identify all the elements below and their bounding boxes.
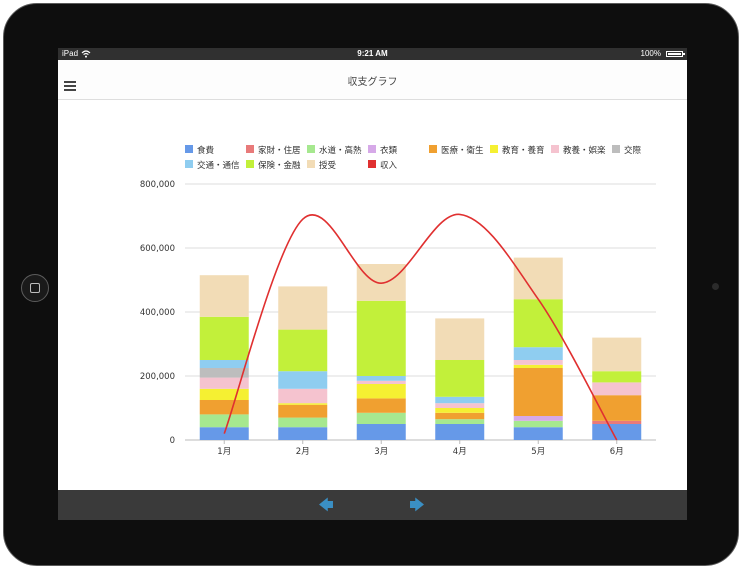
legend-label: 教養・娯楽 — [563, 145, 606, 156]
status-time: 9:21 AM — [357, 49, 388, 58]
bar-segment — [199, 388, 249, 400]
bar-segment — [513, 420, 563, 428]
bar-segment — [356, 412, 406, 424]
legend-swatch — [612, 145, 620, 153]
bar-segment — [435, 424, 485, 440]
bar-segment — [278, 329, 328, 372]
bar-segment — [356, 380, 406, 384]
y-tick-label: 800,000 — [140, 180, 175, 190]
y-tick-label: 600,000 — [140, 244, 175, 254]
legend-label: 家財・住居 — [258, 145, 301, 156]
legend-label: 授受 — [319, 160, 337, 171]
hamburger-menu-icon[interactable] — [64, 81, 76, 91]
legend-swatch — [368, 160, 376, 168]
home-button[interactable] — [21, 274, 49, 302]
bar-segment — [513, 364, 563, 368]
home-square-icon — [30, 283, 40, 293]
legend-label: 収入 — [380, 160, 398, 171]
bar-segment — [278, 403, 328, 405]
legend-label: 交通・通信 — [197, 160, 240, 171]
legend-label: 医療・衛生 — [441, 145, 484, 156]
bar-segment — [592, 382, 642, 396]
bar-segment — [592, 420, 642, 424]
y-tick-label: 0 — [170, 436, 175, 446]
legend-label: 水道・高熱 — [319, 145, 362, 156]
bar-segment — [435, 412, 485, 420]
wifi-icon — [81, 50, 91, 58]
bar-segment — [278, 371, 328, 389]
bar-segment — [435, 318, 485, 360]
bar-segment — [435, 419, 485, 424]
nav-bar: 収支グラフ — [58, 60, 687, 100]
legend-swatch — [307, 160, 315, 168]
legend-swatch — [368, 145, 376, 153]
bar-segment — [199, 275, 249, 317]
bar-segment — [592, 337, 642, 372]
x-tick-label: 6月 — [610, 447, 624, 457]
bar-segment — [278, 404, 328, 418]
x-tick-label: 1月 — [217, 447, 231, 457]
bar-segment — [199, 400, 249, 415]
camera-dot — [712, 283, 719, 290]
bar-segment — [592, 371, 642, 383]
bar-segment — [199, 360, 249, 368]
bar-segment — [199, 368, 249, 378]
page-title: 収支グラフ — [347, 77, 398, 88]
bar-segment — [592, 424, 642, 440]
device-name: iPad — [62, 49, 79, 58]
bar-segment — [513, 347, 563, 360]
x-tick-label: 3月 — [374, 447, 388, 457]
legend-label: 交際 — [624, 145, 642, 156]
bar-segment — [356, 376, 406, 381]
legend-swatch — [185, 160, 193, 168]
bar-segment — [513, 427, 563, 440]
bar-segment — [513, 416, 563, 421]
status-bar: iPad 9:21 AM 100% — [58, 48, 687, 60]
bar-segment — [199, 316, 249, 360]
bar-segment — [356, 300, 406, 376]
legend-swatch — [551, 145, 559, 153]
y-tick-label: 400,000 — [140, 308, 175, 318]
legend-swatch — [246, 160, 254, 168]
bar-segment — [435, 408, 485, 413]
bar-segment — [356, 424, 406, 440]
right-arrow-icon[interactable]: 🡆 — [409, 496, 425, 514]
bar-segment — [513, 360, 563, 365]
bar-segment — [513, 368, 563, 416]
bar-segment — [278, 388, 328, 404]
legend-label: 衣類 — [380, 145, 398, 156]
bar-segment — [356, 384, 406, 399]
legend-swatch — [246, 145, 254, 153]
income-line — [223, 213, 618, 441]
bar-segment — [435, 360, 485, 397]
x-tick-label: 5月 — [531, 447, 545, 457]
bar-segment — [199, 377, 249, 389]
x-tick-label: 2月 — [296, 447, 310, 457]
legend-swatch — [185, 145, 193, 153]
bar-segment — [278, 286, 328, 330]
battery-icon — [666, 51, 685, 57]
legend-label: 教育・養育 — [502, 145, 545, 156]
legend-label: 保険・金融 — [258, 160, 301, 171]
battery-percent: 100% — [640, 49, 661, 58]
y-tick-label: 200,000 — [140, 372, 175, 382]
bar-segment — [356, 398, 406, 413]
bar-segment — [199, 414, 249, 428]
x-tick-label: 4月 — [453, 447, 467, 457]
bar-segment — [278, 427, 328, 440]
legend-swatch — [307, 145, 315, 153]
app-screen: iPad 9:21 AM 100% 収支グラフ 食費 家財・住居 水道・高熱 衣類 医療… — [58, 48, 687, 520]
bar-segment — [435, 403, 485, 408]
bar-segment — [513, 299, 563, 348]
bar-segment — [278, 417, 328, 428]
legend-swatch — [490, 145, 498, 153]
bottom-toolbar: 🡄 🡆 — [58, 490, 687, 520]
bar-segment — [435, 396, 485, 404]
bar-segment — [513, 257, 563, 300]
left-arrow-icon[interactable]: 🡄 — [318, 496, 334, 514]
legend-label: 食費 — [197, 145, 215, 156]
legend-swatch — [429, 145, 437, 153]
